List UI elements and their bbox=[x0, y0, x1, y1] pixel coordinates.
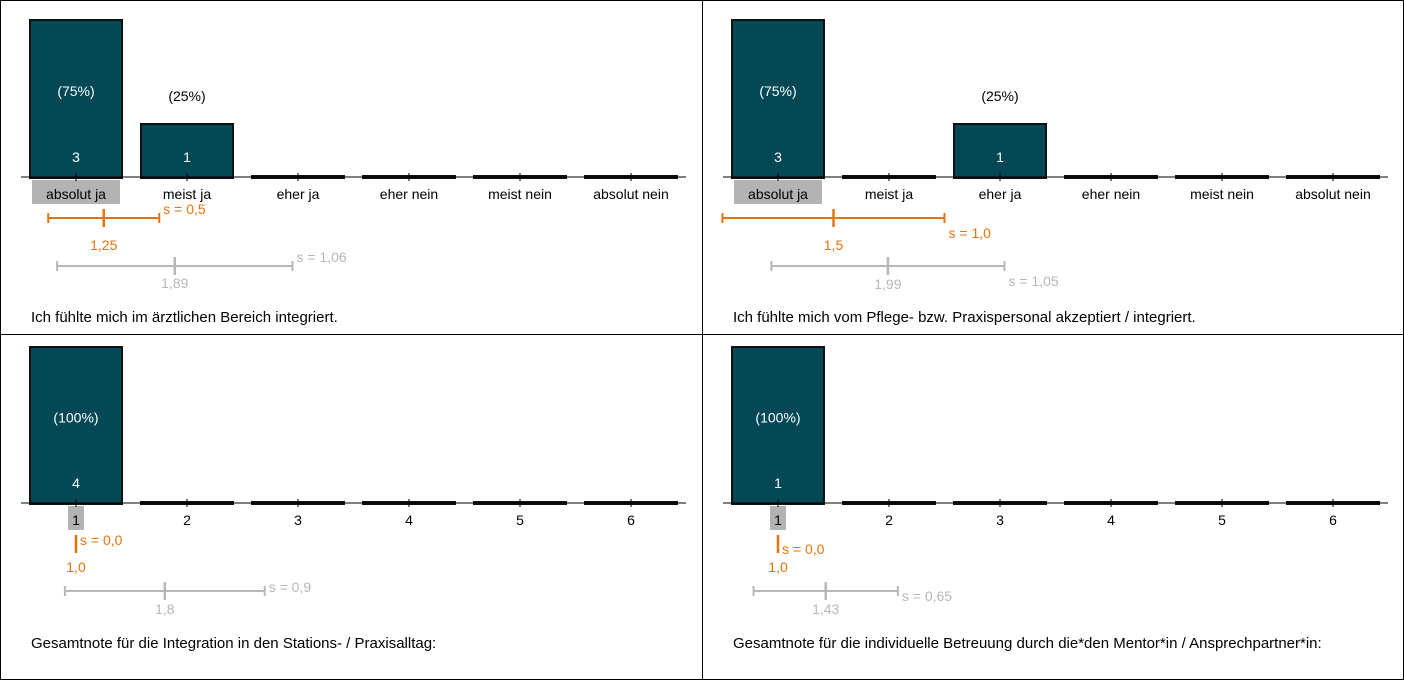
reference-mean-label: 1,43 bbox=[812, 601, 839, 617]
chart-caption-3: Gesamtnote für die Integration in den St… bbox=[31, 635, 437, 652]
own-mean-label: 1,0 bbox=[768, 559, 788, 575]
reference-sd-label: s = 0,65 bbox=[902, 588, 952, 604]
category-label: 4 bbox=[405, 512, 413, 528]
category-label: meist nein bbox=[488, 186, 552, 202]
category-label: absolut ja bbox=[748, 186, 808, 202]
category-label: meist nein bbox=[1190, 186, 1254, 202]
own-mean-label: 1,25 bbox=[90, 237, 117, 253]
bar-value-label: 3 bbox=[774, 149, 782, 165]
category-label: eher nein bbox=[1082, 186, 1140, 202]
bar-percent-label: (75%) bbox=[759, 83, 796, 99]
chart-svg-1: 3 (75%) 1 (25%) absolut ja meist ja eher ja ehe… bbox=[21, 19, 686, 291]
own-mean-label: 1,5 bbox=[824, 237, 844, 253]
own-sd-label: s = 0,0 bbox=[782, 541, 825, 557]
category-label: 2 bbox=[183, 512, 191, 528]
bar-value-label: 1 bbox=[996, 149, 1004, 165]
bar-percent-label: (100%) bbox=[755, 409, 800, 425]
chart-svg-2: 3 (75%) 1 (25%) absolut ja meist ja eher ja ehe… bbox=[721, 19, 1388, 292]
own-stat: 1,5 s = 1,0 bbox=[721, 209, 992, 253]
category-label: 6 bbox=[627, 512, 635, 528]
category-label: eher nein bbox=[380, 186, 438, 202]
reference-sd-label: s = 1,06 bbox=[296, 249, 346, 265]
bar-percent-label: (75%) bbox=[57, 83, 94, 99]
category-label: 6 bbox=[1329, 512, 1337, 528]
reference-stat: 1,89 s = 1,06 bbox=[56, 249, 347, 291]
chart-caption-4: Gesamtnote für die individuelle Betreuun… bbox=[733, 635, 1322, 652]
own-sd-label: s = 1,0 bbox=[949, 225, 992, 241]
category-label: 5 bbox=[516, 512, 524, 528]
chart-caption-1: Ich fühlte mich im ärztlichen Bereich in… bbox=[31, 309, 338, 326]
bar-percent-label: (25%) bbox=[168, 88, 205, 104]
category-label: 4 bbox=[1107, 512, 1115, 528]
own-mean-label: 1,0 bbox=[66, 559, 86, 575]
bar-value-label: 4 bbox=[72, 475, 80, 491]
category-label: 5 bbox=[1218, 512, 1226, 528]
chart-panel-2: 3 (75%) 1 (25%) absolut ja meist ja eher ja ehe… bbox=[702, 0, 1404, 335]
category-label: 2 bbox=[885, 512, 893, 528]
bar-percent-label: (25%) bbox=[981, 88, 1018, 104]
category-label: 3 bbox=[996, 512, 1004, 528]
category-highlight bbox=[68, 506, 84, 530]
chart-svg-4: 1 (100%) 1 2 3 4 5 6 1,0 s = 0,0 1,43 s = 0,65 bbox=[723, 346, 1388, 617]
reference-mean-label: 1,89 bbox=[161, 275, 188, 291]
reference-stat: 1,99 s = 1,05 bbox=[770, 257, 1059, 292]
chart-panel-1: 3 (75%) 1 (25%) absolut ja meist ja eher ja ehe… bbox=[0, 0, 703, 335]
category-highlight bbox=[734, 180, 822, 204]
chart-caption-2: Ich fühlte mich vom Pflege- bzw. Praxisp… bbox=[733, 309, 1196, 326]
category-label: absolut nein bbox=[1295, 186, 1371, 202]
own-stat: 1,25 s = 0,5 bbox=[47, 201, 206, 253]
category-label: absolut ja bbox=[46, 186, 106, 202]
reference-stat: 1,43 s = 0,65 bbox=[752, 582, 952, 617]
bar-value-label: 3 bbox=[72, 149, 80, 165]
category-highlight bbox=[32, 180, 120, 204]
own-sd-label: s = 0,5 bbox=[163, 201, 206, 217]
category-label: 1 bbox=[774, 512, 782, 528]
own-stat: 1,0 s = 0,0 bbox=[768, 535, 825, 575]
reference-mean-label: 1,8 bbox=[155, 601, 175, 617]
category-label: meist ja bbox=[865, 186, 913, 202]
category-label: 3 bbox=[294, 512, 302, 528]
own-stat: 1,0 s = 0,0 bbox=[66, 532, 122, 575]
reference-sd-label: s = 0,9 bbox=[269, 579, 312, 595]
bar-value-label: 1 bbox=[774, 475, 782, 491]
category-label: 1 bbox=[72, 512, 80, 528]
category-highlight bbox=[770, 506, 786, 530]
category-label: absolut nein bbox=[593, 186, 669, 202]
bar-value-label: 1 bbox=[183, 149, 191, 165]
category-label: eher ja bbox=[979, 186, 1022, 202]
bar-1 bbox=[731, 346, 825, 505]
category-label: eher ja bbox=[277, 186, 320, 202]
reference-sd-label: s = 1,05 bbox=[1008, 273, 1058, 289]
reference-mean-label: 1,99 bbox=[874, 276, 901, 292]
chart-svg-3: 4 (100%) 1 2 3 4 5 6 1,0 s = 0,0 1,8 s = 0,9 bbox=[21, 346, 686, 617]
chart-panel-4: 1 (100%) 1 2 3 4 5 6 1,0 s = 0,0 1,43 s = 0,65 Gesa… bbox=[702, 334, 1404, 680]
bar-1 bbox=[731, 19, 825, 179]
bar-2 bbox=[140, 123, 234, 179]
bar-1 bbox=[29, 19, 123, 179]
reference-stat: 1,8 s = 0,9 bbox=[63, 579, 312, 617]
category-label: meist ja bbox=[163, 186, 211, 202]
own-sd-label: s = 0,0 bbox=[80, 532, 123, 548]
chart-panel-3: 4 (100%) 1 2 3 4 5 6 1,0 s = 0,0 1,8 s = 0,9 Gesamt… bbox=[0, 334, 703, 680]
bar-percent-label: (100%) bbox=[53, 409, 98, 425]
